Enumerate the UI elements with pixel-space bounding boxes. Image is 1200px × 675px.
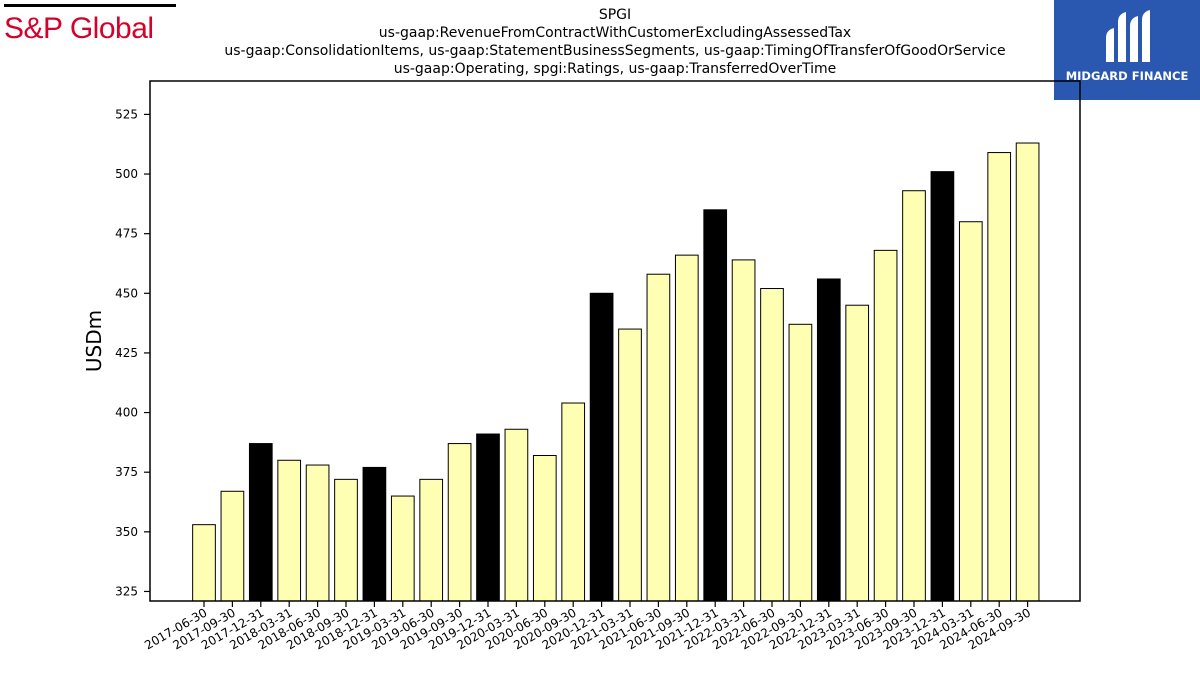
- midgard-finance-logo-text: MIDGARD FINANCE: [1065, 69, 1189, 83]
- bar-2023-12-31: [930, 171, 955, 602]
- bar-2022-06-30: [760, 288, 784, 602]
- y-tick-label: 425: [115, 346, 138, 360]
- bar-2019-12-31: [476, 433, 500, 602]
- bar-2019-09-30: [447, 443, 472, 602]
- chart-title: SPGI us-gaap:RevenueFromContractWithCust…: [150, 6, 1080, 78]
- y-tick-label: 450: [115, 286, 138, 300]
- bar-2019-06-30: [419, 478, 444, 602]
- bar-2022-12-31: [816, 278, 841, 602]
- bar-2020-06-30: [532, 455, 557, 602]
- bar-2020-09-30: [561, 402, 586, 602]
- bar-2018-09-30: [334, 478, 358, 602]
- midgard-finance-logo: MIDGARD FINANCE: [1054, 0, 1200, 100]
- bar-2018-03-31: [277, 459, 302, 602]
- sp-global-logo-text: S&P Global: [4, 12, 154, 45]
- bar-2023-03-31: [845, 304, 870, 602]
- bar-2018-12-31: [362, 466, 387, 602]
- bar-2017-09-30: [220, 490, 245, 602]
- sp-global-logo: S&P Global: [4, 4, 180, 48]
- y-tick-label: 500: [115, 167, 138, 181]
- plot-frame: [149, 80, 1081, 602]
- bar-2021-06-30: [646, 273, 671, 602]
- bar-2023-09-30: [902, 190, 926, 602]
- bar-2024-09-30: [1015, 142, 1040, 602]
- bar-2017-12-31: [248, 443, 273, 602]
- bar-2021-09-30: [674, 254, 699, 602]
- y-tick-label: 325: [115, 584, 138, 598]
- title-line-2: us-gaap:RevenueFromContractWithCustomerE…: [378, 25, 852, 41]
- bar-2022-09-30: [788, 323, 813, 602]
- bar-2018-06-30: [305, 464, 330, 602]
- bar-2023-06-30: [873, 249, 898, 602]
- midgard-emblem-icon: [1106, 10, 1150, 62]
- y-tick-label: 475: [115, 227, 138, 241]
- y-axis-label: USDm: [82, 310, 106, 372]
- bar-2024-03-31: [958, 221, 983, 602]
- bar-2021-12-31: [703, 209, 728, 602]
- logo-bar: [4, 4, 176, 7]
- bar-2017-06-30: [192, 524, 216, 602]
- y-tick-label: 400: [115, 406, 138, 420]
- bar-2022-03-31: [731, 259, 756, 602]
- y-tick-label: 525: [115, 107, 138, 121]
- title-line-3: us-gaap:ConsolidationItems, us-gaap:Stat…: [224, 43, 1006, 59]
- y-tick-label: 350: [115, 525, 138, 539]
- bar-2020-12-31: [589, 292, 614, 602]
- title-line-4: us-gaap:Operating, spgi:Ratings, us-gaap…: [393, 61, 837, 77]
- bar-2021-03-31: [618, 328, 642, 602]
- bar-2024-06-30: [987, 152, 1012, 602]
- title-line-1: SPGI: [598, 7, 632, 23]
- bar-2020-03-31: [504, 428, 529, 602]
- bar-2019-03-31: [390, 495, 415, 602]
- y-tick-label: 375: [115, 465, 138, 479]
